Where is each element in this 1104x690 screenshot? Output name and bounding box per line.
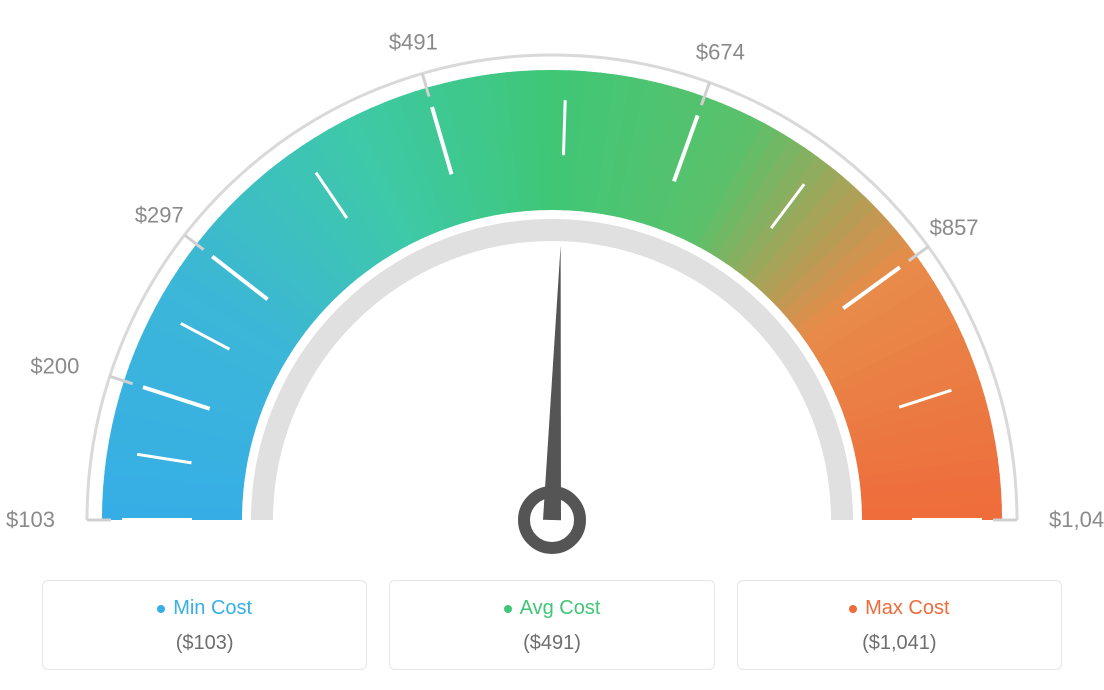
- legend-row: Min Cost ($103) Avg Cost ($491) Max Cost…: [0, 580, 1104, 670]
- svg-text:$1,041: $1,041: [1049, 507, 1104, 532]
- svg-text:$491: $491: [389, 30, 438, 55]
- legend-label-max: Max Cost: [849, 597, 949, 620]
- legend-value-max: ($1,041): [748, 632, 1051, 655]
- legend-value-avg: ($491): [400, 632, 703, 655]
- gauge-svg: $103 $200 $297 $491 $674 $857 $1,041: [0, 0, 1104, 570]
- dot-avg-icon: [504, 605, 512, 613]
- gauge-chart-container: $103 $200 $297 $491 $674 $857 $1,041 Min Cost …: [0, 0, 1104, 690]
- legend-card-min: Min Cost ($103): [42, 580, 367, 670]
- svg-text:$200: $200: [30, 353, 79, 378]
- legend-label-min-text: Min Cost: [173, 597, 252, 620]
- svg-text:$674: $674: [696, 39, 745, 64]
- legend-label-avg: Avg Cost: [504, 597, 601, 620]
- dot-min-icon: [157, 605, 165, 613]
- legend-card-avg: Avg Cost ($491): [389, 580, 714, 670]
- legend-card-max: Max Cost ($1,041): [737, 580, 1062, 670]
- dot-max-icon: [849, 605, 857, 613]
- legend-label-min: Min Cost: [157, 597, 252, 620]
- legend-label-max-text: Max Cost: [865, 597, 949, 620]
- svg-text:$297: $297: [135, 202, 184, 227]
- legend-value-min: ($103): [53, 632, 356, 655]
- legend-label-avg-text: Avg Cost: [520, 597, 601, 620]
- svg-text:$103: $103: [6, 507, 55, 532]
- svg-text:$857: $857: [930, 215, 979, 240]
- gauge: $103 $200 $297 $491 $674 $857 $1,041: [0, 0, 1104, 560]
